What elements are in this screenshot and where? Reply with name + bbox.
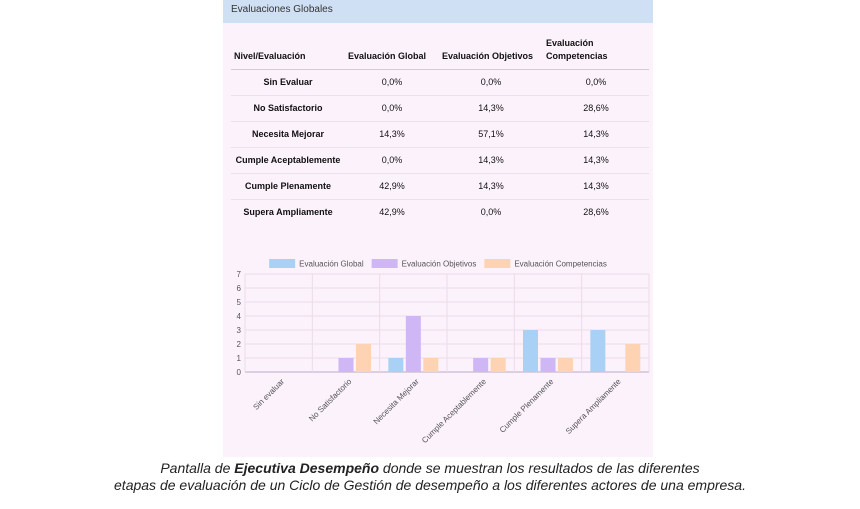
bar — [540, 358, 556, 372]
row-competencias: 28,6% — [583, 207, 609, 217]
row-objetivos: 0,0% — [480, 207, 502, 217]
bar — [356, 344, 371, 372]
row-global: 14,3% — [345, 121, 439, 148]
panel-title: Evaluaciones Globales — [223, 0, 653, 23]
row-competencias: 0,0% — [543, 69, 649, 96]
x-tick-label: Cumple Aceptablemente — [420, 377, 488, 445]
bar — [590, 330, 606, 372]
x-tick-label: Supera Ampliamente — [564, 377, 623, 436]
y-tick-label: 6 — [237, 284, 242, 293]
row-objetivos: 14,3% — [439, 173, 543, 200]
row-competencias: 14,3% — [543, 121, 649, 148]
evaluations-table: Nivel/Evaluación Evaluación Global Evalu… — [231, 34, 649, 225]
table-row: Necesita Mejorar 14,3% 57,1% 14,3% — [231, 121, 649, 148]
row-level: Supera Ampliamente — [243, 207, 333, 217]
x-tick-label: Necesita Mejorar — [372, 377, 421, 426]
header-nivel: Nivel/Evaluación — [231, 34, 345, 70]
legend-swatch — [269, 259, 296, 268]
bar — [338, 358, 354, 372]
row-global: 0,0% — [345, 69, 439, 96]
row-level: Sin Evaluar — [231, 69, 345, 96]
caption-line-1: Pantalla de Ejecutiva Desempeño donde se… — [0, 460, 860, 477]
legend-label: Evaluación Objetivos — [402, 260, 477, 269]
row-level: Cumple Aceptablemente — [231, 147, 345, 174]
caption-bold: Ejecutiva Desempeño — [234, 460, 380, 476]
evaluaciones-globales-panel: Evaluaciones Globales Nivel/Evaluación E… — [223, 0, 653, 457]
legend-swatch — [484, 259, 511, 268]
y-tick-label: 4 — [237, 312, 242, 321]
legend-swatch — [371, 259, 398, 268]
y-tick-label: 7 — [237, 270, 242, 279]
header-global: Evaluación Global — [345, 34, 439, 70]
row-objetivos: 14,3% — [439, 95, 543, 122]
legend-label: Evaluación Competencias — [514, 260, 607, 269]
x-tick-label: No Satisfactorio — [307, 377, 354, 424]
evaluations-bar-chart: 0 1 2 3 4 5 6 7 Sin evaluar No Satisfactorio Neces… — [237, 259, 650, 445]
table-row: Cumple Plenamente 42,9% 14,3% 14,3% — [231, 173, 649, 200]
y-tick-label: 3 — [237, 326, 242, 335]
row-global: 42,9% — [345, 173, 439, 200]
y-tick-label: 0 — [237, 368, 242, 377]
row-objetivos: 0,0% — [439, 69, 543, 96]
row-competencias: 14,3% — [543, 173, 649, 200]
caption-line1-rest: donde se muestran los resultados de las … — [379, 460, 700, 476]
row-global: 0,0% — [345, 95, 439, 122]
legend-label: Evaluación Global — [299, 260, 364, 269]
row-objetivos: 14,3% — [439, 147, 543, 174]
row-level: Necesita Mejorar — [231, 121, 345, 148]
table-header-row: Nivel/Evaluación Evaluación Global Evalu… — [231, 34, 649, 70]
x-tick-label: Cumple Plenamente — [498, 377, 556, 435]
figure-caption: Pantalla de Ejecutiva Desempeño donde se… — [0, 460, 860, 494]
table-row: No Satisfactorio 0,0% 14,3% 28,6% — [231, 95, 649, 122]
row-level: Cumple Plenamente — [231, 173, 345, 200]
header-competencias: Evaluación Competencias — [543, 34, 649, 70]
bar — [473, 358, 489, 372]
row-objetivos: 57,1% — [439, 121, 543, 148]
table-row: Supera Ampliamente 42,9% 0,0% 28,6% — [231, 200, 649, 226]
bar — [625, 344, 641, 372]
row-level: No Satisfactorio — [231, 95, 345, 122]
caption-prefix: Pantalla de — [160, 460, 235, 476]
row-competencias: 14,3% — [543, 147, 649, 174]
bar — [405, 316, 421, 372]
row-competencias: 28,6% — [543, 95, 649, 122]
y-tick-label: 5 — [237, 298, 242, 307]
table-row: Sin Evaluar 0,0% 0,0% 0,0% — [231, 69, 649, 96]
y-tick-label: 2 — [237, 340, 242, 349]
bar — [558, 358, 573, 372]
bar — [490, 358, 506, 372]
bar — [388, 358, 404, 372]
bar — [523, 330, 538, 372]
caption-line-2: etapas de evaluación de un Ciclo de Gest… — [114, 477, 746, 493]
header-objetivos: Evaluación Objetivos — [439, 34, 543, 70]
row-global: 0,0% — [345, 147, 439, 174]
x-tick-label: Sin evaluar — [251, 377, 286, 412]
bar — [423, 358, 439, 372]
row-global: 42,9% — [379, 207, 405, 217]
y-tick-label: 1 — [237, 354, 242, 363]
table-row: Cumple Aceptablemente 0,0% 14,3% 14,3% — [231, 147, 649, 174]
